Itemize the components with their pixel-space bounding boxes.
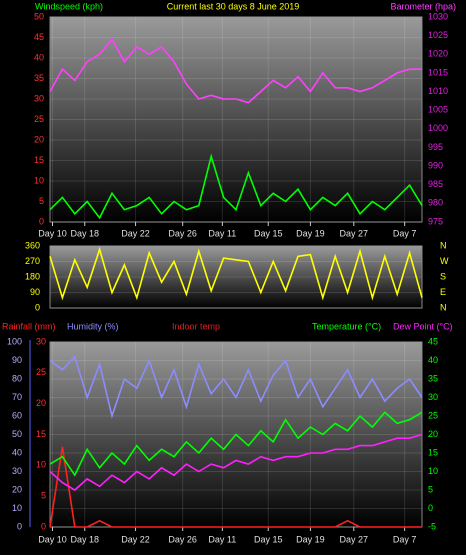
y-tick-label: 50 — [34, 11, 44, 21]
y2-tick-label: 5 — [428, 484, 433, 494]
annotation: Indoor temp — [172, 321, 220, 331]
y2-tick-label: 975 — [428, 216, 443, 226]
y-tick-label: 10 — [34, 175, 44, 185]
x-tick-label: Day 19 — [296, 534, 325, 544]
x-tick-label: Day 11 — [208, 228, 236, 238]
y-tick-label: 80 — [12, 373, 22, 383]
y2-tick-label: S — [440, 271, 446, 281]
y-tick-label: 25 — [34, 114, 44, 124]
y3-tick-label: 5 — [41, 491, 46, 501]
y-tick-label: 180 — [25, 271, 40, 281]
series-line — [49, 153, 423, 220]
x-tick-label: Day 19 — [296, 228, 325, 238]
x-tick-label: Day 11 — [208, 534, 236, 544]
x-tick-label: Day 15 — [254, 534, 283, 544]
series-line — [49, 446, 422, 528]
series-label: Barometer (hpa) — [390, 1, 456, 11]
y-tick-label: 20 — [12, 484, 22, 494]
x-tick-label: Day 22 — [121, 228, 150, 238]
y2-tick-label: 1010 — [428, 86, 448, 96]
y-tick-label: 45 — [34, 32, 44, 42]
series-line — [49, 355, 423, 419]
y2-tick-label: 45 — [428, 336, 438, 346]
y-tick-label: 0 — [35, 302, 40, 312]
series-label: Rainfall (mm) — [2, 321, 56, 331]
y2-tick-label: 20 — [428, 429, 438, 439]
x-tick-label: Day 10 — [38, 228, 67, 238]
y2-tick-label: N — [440, 240, 447, 250]
y2-tick-label: 1020 — [428, 49, 448, 59]
y2-tick-label: 990 — [428, 160, 443, 170]
x-tick-label: Day 26 — [168, 228, 197, 238]
y-tick-label: 90 — [12, 355, 22, 365]
y-tick-label: 90 — [30, 287, 40, 297]
y2-tick-label: W — [440, 256, 449, 266]
series-label: Humidity (%) — [67, 321, 119, 331]
y-tick-label: 30 — [12, 466, 22, 476]
y-tick-label: 20 — [34, 134, 44, 144]
x-tick-label: Day 10 — [38, 534, 67, 544]
y-tick-label: 35 — [34, 73, 44, 83]
panel-background — [49, 245, 423, 309]
y2-tick-label: 1030 — [428, 11, 448, 21]
y-tick-label: 10 — [12, 503, 22, 513]
y-tick-label: 100 — [7, 336, 22, 346]
chart-title: Current last 30 days 8 June 2019 — [167, 1, 300, 11]
y2-tick-label: 1000 — [428, 123, 448, 133]
y2-tick-label: 15 — [428, 447, 438, 457]
y2-tick-label: 10 — [428, 466, 438, 476]
series-label: Dew Point (°C) — [393, 321, 453, 331]
y3-tick-label: 25 — [36, 367, 46, 377]
y2-tick-label: -5 — [428, 521, 436, 531]
y3-tick-label: 10 — [36, 460, 46, 470]
y2-tick-label: N — [440, 302, 447, 312]
x-tick-label: Day 7 — [393, 228, 417, 238]
y-tick-label: 0 — [17, 521, 22, 531]
y2-tick-label: 1015 — [428, 67, 448, 77]
panel-background — [49, 16, 423, 223]
x-tick-label: Day 15 — [254, 228, 283, 238]
y-tick-label: 70 — [12, 392, 22, 402]
y3-tick-label: 15 — [36, 429, 46, 439]
y-tick-label: 40 — [34, 52, 44, 62]
x-tick-label: Day 7 — [393, 534, 417, 544]
y2-tick-label: 25 — [428, 410, 438, 420]
y3-tick-label: 30 — [36, 336, 46, 346]
y-tick-label: 5 — [39, 196, 44, 206]
y2-tick-label: 0 — [428, 503, 433, 513]
y2-tick-label: E — [440, 287, 446, 297]
series-label: Temperature (°C) — [312, 321, 381, 331]
y2-tick-label: 995 — [428, 142, 443, 152]
y2-tick-label: 40 — [428, 355, 438, 365]
y-tick-label: 15 — [34, 155, 44, 165]
x-tick-label: Day 22 — [121, 534, 150, 544]
y-tick-label: 270 — [25, 256, 40, 266]
series-label: Windspeed (kph) — [35, 1, 103, 11]
y3-tick-label: 20 — [36, 398, 46, 408]
x-tick-label: Day 27 — [340, 228, 369, 238]
y2-tick-label: 1005 — [428, 105, 448, 115]
y-tick-label: 360 — [25, 240, 40, 250]
series-line — [49, 246, 423, 301]
y2-tick-label: 35 — [428, 373, 438, 383]
y2-tick-label: 985 — [428, 179, 443, 189]
y-tick-label: 40 — [12, 447, 22, 457]
y2-tick-label: 980 — [428, 198, 443, 208]
series-line — [49, 411, 423, 477]
y3-tick-label: 0 — [41, 521, 46, 531]
y2-tick-label: 30 — [428, 392, 438, 402]
x-tick-label: Day 18 — [70, 228, 99, 238]
y-tick-label: 0 — [39, 216, 44, 226]
series-line — [49, 37, 422, 104]
y-tick-label: 50 — [12, 429, 22, 439]
x-tick-label: Day 26 — [168, 534, 197, 544]
y-tick-label: 60 — [12, 410, 22, 420]
x-tick-label: Day 18 — [70, 534, 99, 544]
x-tick-label: Day 27 — [340, 534, 369, 544]
y2-tick-label: 1025 — [428, 30, 448, 40]
y-tick-label: 30 — [34, 93, 44, 103]
series-line — [49, 433, 423, 491]
